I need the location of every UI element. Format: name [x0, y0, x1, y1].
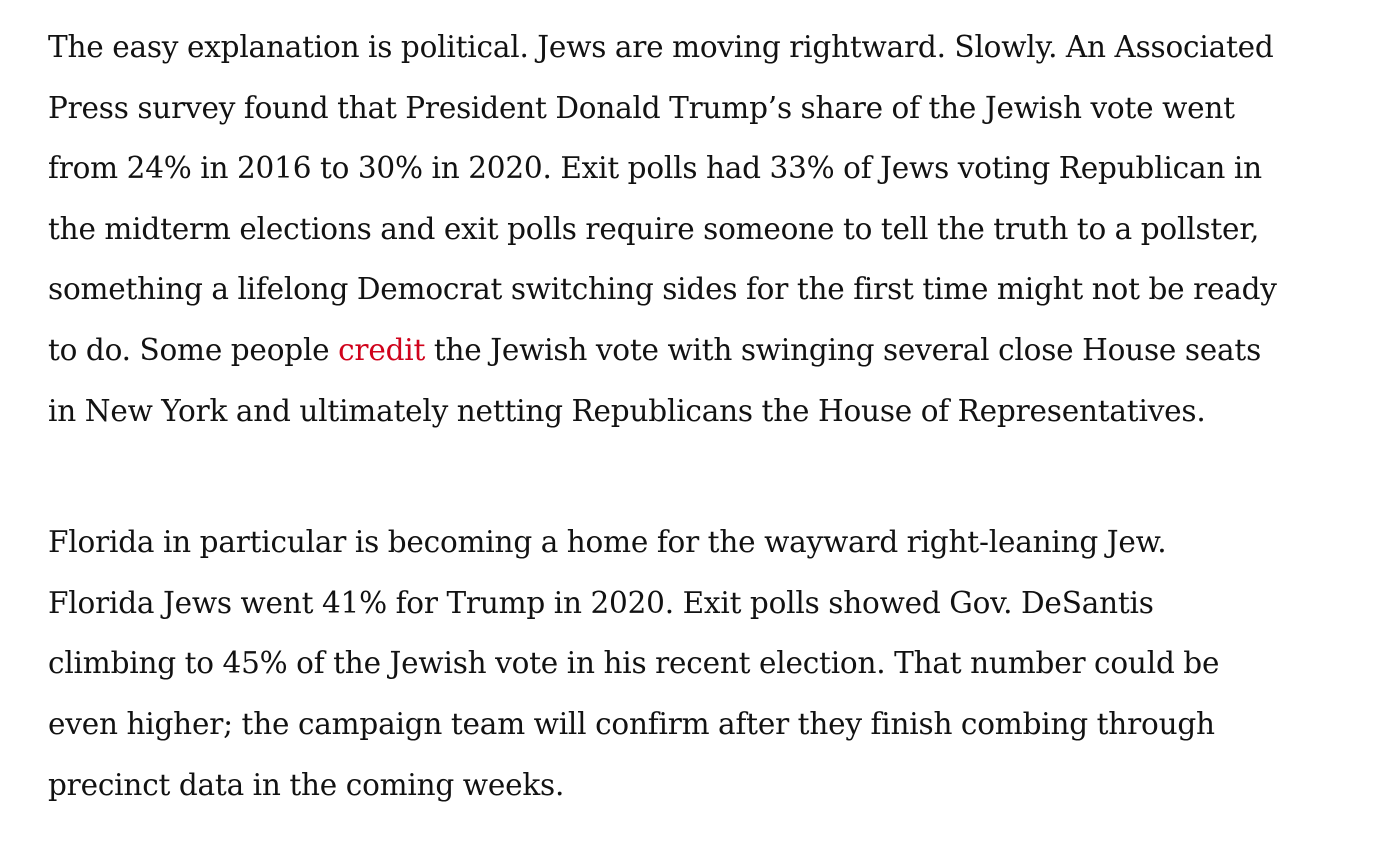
text-line: The easy explanation is political. Jews … [48, 30, 1274, 64]
text-segment: to do. Some people [48, 332, 339, 367]
article-body: The easy explanation is political. Jews … [48, 17, 1348, 815]
text-line: Florida in particular is becoming a home… [48, 525, 1167, 560]
text-line: climbing to 45% of the Jewish vote in hi… [48, 646, 1220, 681]
credit-link[interactable]: credit [338, 332, 426, 367]
text-line-with-link: to do. Some people credit the Jewish vot… [48, 320, 1348, 381]
text-line: Press survey found that President Donald… [48, 90, 1235, 125]
text-line: something a lifelong Democrat switching … [48, 272, 1277, 307]
paragraph-florida: Florida in particular is becoming a home… [48, 512, 1348, 815]
text-line: the midterm elections and exit polls req… [48, 211, 1260, 246]
text-segment: the Jewish vote with swinging several cl… [425, 332, 1262, 367]
text-line: Florida Jews went 41% for Trump in 2020.… [48, 585, 1154, 620]
text-line: even higher; the campaign team will conf… [48, 706, 1215, 741]
text-line: precinct data in the coming weeks. [48, 767, 565, 802]
text-line: in New York and ultimately netting Repub… [48, 393, 1206, 428]
text-line: from 24% in 2016 to 30% in 2020. Exit po… [48, 151, 1262, 186]
paragraph-political-explanation: The easy explanation is political. Jews … [48, 17, 1348, 441]
